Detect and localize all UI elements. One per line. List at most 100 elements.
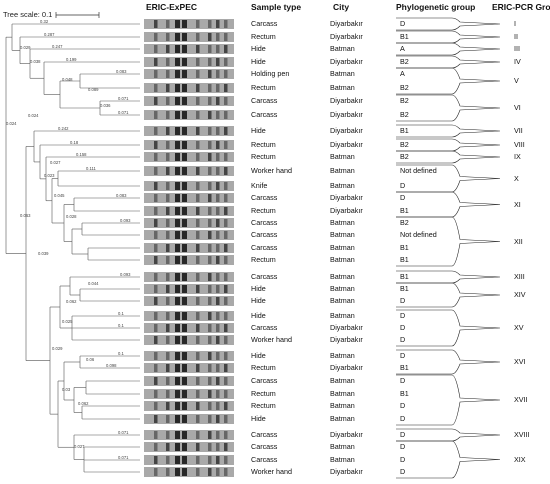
gel-lane [144, 166, 234, 176]
gel-band [216, 153, 220, 161]
gel-band [216, 20, 220, 28]
branch-length-label: 0.044 [88, 281, 99, 286]
gel-band [166, 111, 170, 119]
gel-band [208, 468, 212, 476]
city-cell: Batman [330, 351, 355, 360]
phylogenetic-group-cell: D [400, 193, 406, 202]
phylogenetic-group-cell: D [400, 296, 406, 305]
branch-length-label: 0.025 [62, 319, 73, 324]
phylo-bracket [396, 17, 501, 31]
gel-band [175, 45, 180, 53]
eric-pcr-group-label: III [514, 44, 520, 53]
city-cell: Batman [330, 83, 355, 92]
sample-type-cell: Knife [251, 181, 268, 190]
gel-band [175, 153, 180, 161]
phylo-bracket [396, 428, 501, 442]
gel-band [216, 443, 220, 451]
gel-band [208, 415, 212, 423]
gel-band [216, 33, 220, 41]
gel-band [166, 167, 170, 175]
gel-band [175, 182, 180, 190]
gel-band [166, 364, 170, 372]
city-cell: Batman [330, 152, 355, 161]
gel-band [175, 324, 180, 332]
gel-band [154, 336, 158, 344]
gel-band [216, 256, 220, 264]
branch-length-label: 0.1 [118, 311, 124, 316]
gel-band [166, 97, 170, 105]
eric-pcr-group-label: VI [514, 103, 521, 112]
gel-band [175, 415, 180, 423]
gel-band [196, 312, 200, 320]
branch-length-label: 0.071 [118, 96, 129, 101]
gel-band [224, 194, 228, 202]
sample-type-cell: Rectum [251, 363, 276, 372]
gel-band [182, 167, 187, 175]
gel-lane [144, 19, 234, 29]
gel-band [182, 111, 187, 119]
gel-band [166, 431, 170, 439]
phylogenetic-group-cell: B1 [400, 126, 409, 135]
phylogenetic-group-cell: A [400, 44, 405, 53]
gel-band [182, 219, 187, 227]
gel-band [154, 33, 158, 41]
gel-band [175, 431, 180, 439]
city-cell: Diyarbakır [330, 110, 363, 119]
gel-band [182, 456, 187, 464]
sample-type-cell: Hide [251, 44, 266, 53]
gel-band [166, 256, 170, 264]
branch-length-label: 0.093 [120, 272, 131, 277]
gel-band [175, 231, 180, 239]
branch-length-label: 0.029 [52, 346, 63, 351]
city-cell: Batman [330, 255, 355, 264]
branch-length-label: 0.062 [66, 299, 77, 304]
phylogenetic-group-cell: Not defined [400, 230, 437, 239]
gel-band [216, 297, 220, 305]
branch-length-label: 0.024 [28, 113, 39, 118]
gel-band [208, 97, 212, 105]
branch-length-label: 0.06 [86, 357, 95, 362]
gel-band [175, 402, 180, 410]
gel-band [154, 377, 158, 385]
eric-pcr-group-label: VII [514, 126, 523, 135]
gel-band [175, 364, 180, 372]
gel-band [224, 324, 228, 332]
gel-lane [144, 96, 234, 106]
gel-lane [144, 389, 234, 399]
gel-band [166, 219, 170, 227]
gel-lane [144, 57, 234, 67]
eric-pcr-group-label: XVII [514, 395, 528, 404]
city-cell: Diyarbakır [330, 323, 363, 332]
gel-band [166, 84, 170, 92]
city-cell: Batman [330, 455, 355, 464]
gel-band [175, 456, 180, 464]
phylo-bracket [396, 94, 501, 122]
city-cell: Batman [330, 218, 355, 227]
phylogenetic-group-cell: D [400, 335, 406, 344]
gel-band [208, 141, 212, 149]
gel-band [216, 45, 220, 53]
eric-pcr-group-label: V [514, 76, 519, 85]
sample-type-cell: Rectum [251, 32, 276, 41]
gel-band [208, 443, 212, 451]
branch-length-label: 0.062 [78, 401, 89, 406]
gel-band [196, 97, 200, 105]
gel-band [154, 20, 158, 28]
gel-band [196, 182, 200, 190]
gel-band [182, 33, 187, 41]
gel-band [216, 468, 220, 476]
branch-length-label: 0.1 [118, 351, 124, 356]
eric-pcr-group-label: IV [514, 57, 521, 66]
sample-type-cell: Rectum [251, 140, 276, 149]
city-cell: Diyarbakır [330, 467, 363, 476]
gel-band [175, 336, 180, 344]
gel-band [216, 84, 220, 92]
gel-band [182, 127, 187, 135]
gel-band [166, 402, 170, 410]
branch-length-label: 0.287 [44, 32, 55, 37]
gel-band [154, 153, 158, 161]
gel-band [208, 273, 212, 281]
phylogenetic-group-cell: D [400, 19, 406, 28]
gel-band [182, 364, 187, 372]
